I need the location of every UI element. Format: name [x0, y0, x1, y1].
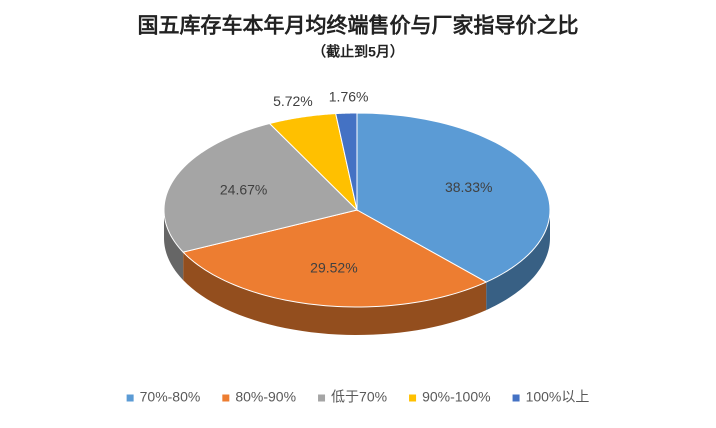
data-labels: 38.33% 29.52% 24.67% 5.72% 1.76% — [220, 88, 493, 275]
legend-label: 80%-90% — [235, 389, 296, 405]
data-label: 24.67% — [220, 181, 267, 197]
slice-side — [486, 210, 550, 311]
data-label: 1.76% — [329, 88, 369, 104]
chart-subtitle: （截止到5月） — [312, 44, 404, 60]
pie-tops — [163, 112, 551, 308]
data-label: 29.52% — [310, 260, 357, 276]
slice-side — [164, 210, 184, 281]
legend-label: 低于70% — [331, 389, 387, 405]
pie-slice — [356, 112, 551, 283]
legend-swatch — [409, 394, 417, 402]
legend-swatch — [512, 394, 520, 402]
data-label: 38.33% — [445, 179, 492, 195]
legend-label: 90%-100% — [422, 389, 491, 405]
legend-swatch — [126, 394, 134, 402]
pie-slice — [335, 112, 358, 211]
legend: 70%-80% 80%-90% 低于70% 90%-100% 100%以上 — [126, 389, 590, 405]
pie-slice — [163, 122, 358, 253]
legend-swatch — [318, 394, 326, 402]
slice-side — [183, 252, 487, 335]
pie-sides — [164, 210, 550, 335]
legend-label: 70%-80% — [140, 389, 201, 405]
pie-slice — [268, 113, 358, 212]
data-label: 5.72% — [273, 93, 313, 109]
legend-swatch — [222, 394, 230, 402]
chart-title: 国五库存车本年月均终端售价与厂家指导价之比 — [138, 14, 579, 38]
legend-label: 100%以上 — [526, 389, 590, 405]
